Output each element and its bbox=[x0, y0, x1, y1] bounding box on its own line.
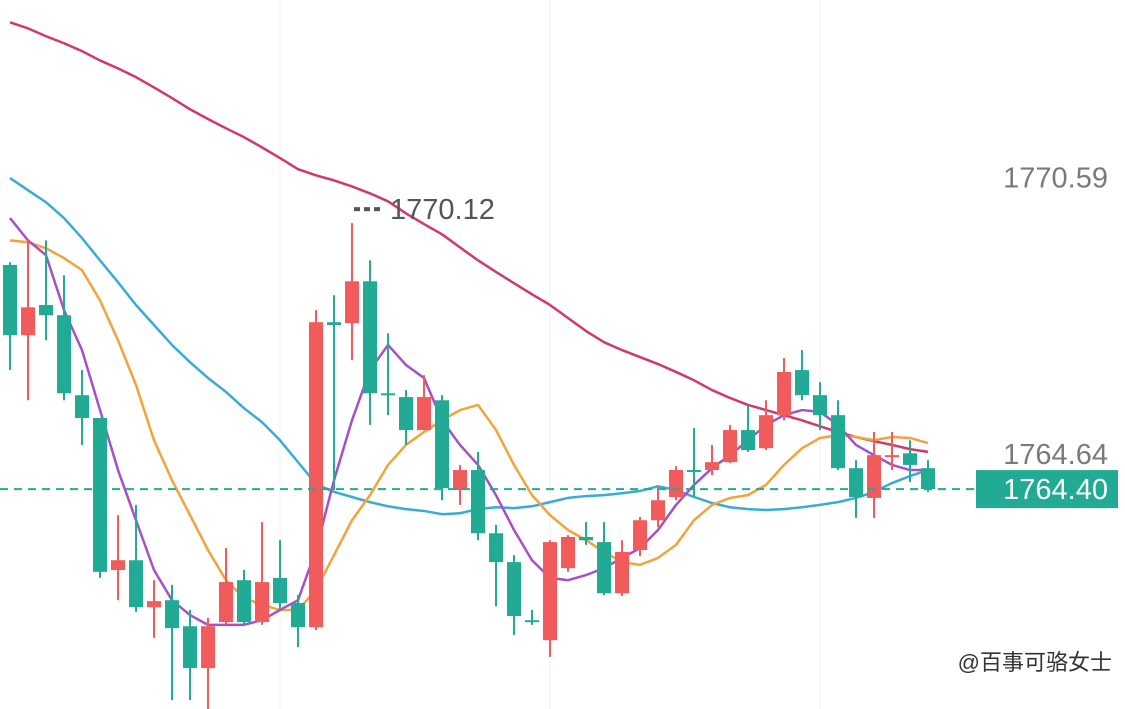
moving-average-line bbox=[9, 239, 929, 612]
candle-body bbox=[867, 455, 881, 498]
candle-body bbox=[759, 415, 773, 449]
candle-body bbox=[489, 533, 503, 563]
candle-body bbox=[777, 371, 791, 416]
candle-body bbox=[525, 620, 539, 623]
candle-body bbox=[705, 462, 719, 471]
candle-body bbox=[507, 562, 521, 617]
candle-body bbox=[417, 397, 431, 431]
candle-body bbox=[345, 281, 359, 324]
y-tick-label: 1764.64 bbox=[1003, 439, 1108, 471]
candle-body bbox=[93, 417, 107, 572]
last-price-label: 1764.40 bbox=[1003, 474, 1108, 506]
candle-body bbox=[381, 393, 395, 396]
candle-body bbox=[471, 470, 485, 534]
candle-body bbox=[183, 626, 197, 669]
candle-body bbox=[219, 582, 233, 623]
candle-body bbox=[921, 468, 935, 490]
candle-body bbox=[309, 322, 323, 628]
moving-average-line bbox=[9, 21, 929, 454]
candle-body bbox=[579, 536, 593, 541]
overlay: 1770.59 1764.64 1770.12 1764.40 bbox=[0, 162, 1118, 509]
candle-body bbox=[543, 542, 557, 641]
candle-body bbox=[57, 315, 71, 394]
candle-body bbox=[291, 602, 305, 628]
watermark: @百事可骆女士 bbox=[958, 650, 1112, 675]
candles bbox=[3, 223, 935, 709]
candle-body bbox=[129, 560, 143, 608]
candle-body bbox=[795, 370, 809, 396]
candle-body bbox=[75, 395, 89, 418]
candle-body bbox=[885, 455, 899, 458]
candle-body bbox=[399, 397, 413, 431]
candle-body bbox=[327, 322, 341, 325]
y-tick-label: 1770.59 bbox=[1003, 162, 1108, 194]
annotation-dot bbox=[354, 207, 360, 212]
candle-body bbox=[3, 265, 17, 336]
candle-body bbox=[147, 601, 161, 608]
candle-body bbox=[39, 304, 53, 316]
annotation-dot bbox=[364, 207, 370, 212]
candle-body bbox=[633, 520, 647, 550]
candle-body bbox=[21, 307, 35, 336]
moving-average-line bbox=[9, 177, 929, 516]
candle-body bbox=[849, 468, 863, 497]
moving-averages bbox=[9, 21, 929, 627]
candle-body bbox=[255, 582, 269, 623]
candle-body bbox=[813, 395, 827, 416]
candle-body bbox=[741, 430, 755, 451]
candle-body bbox=[903, 453, 917, 465]
candle-body bbox=[723, 430, 737, 463]
moving-average-line bbox=[9, 217, 928, 627]
candle-body bbox=[273, 577, 287, 603]
candle-body bbox=[201, 626, 215, 669]
high-label: 1770.12 bbox=[390, 194, 495, 226]
candle-body bbox=[363, 281, 377, 394]
candle-body bbox=[561, 536, 575, 569]
annotation-dot bbox=[374, 207, 380, 212]
candle-body bbox=[111, 560, 125, 570]
candle-body bbox=[597, 542, 611, 594]
candle-body bbox=[237, 580, 251, 623]
candle-body bbox=[669, 470, 683, 497]
candle-body bbox=[687, 470, 701, 473]
last-price-badge bbox=[976, 470, 1118, 509]
candle-body bbox=[651, 500, 665, 521]
candle-body bbox=[435, 400, 449, 489]
candle-body bbox=[453, 470, 467, 491]
candle-body bbox=[165, 600, 179, 629]
candle-body bbox=[615, 551, 629, 594]
candle-body bbox=[831, 415, 845, 469]
